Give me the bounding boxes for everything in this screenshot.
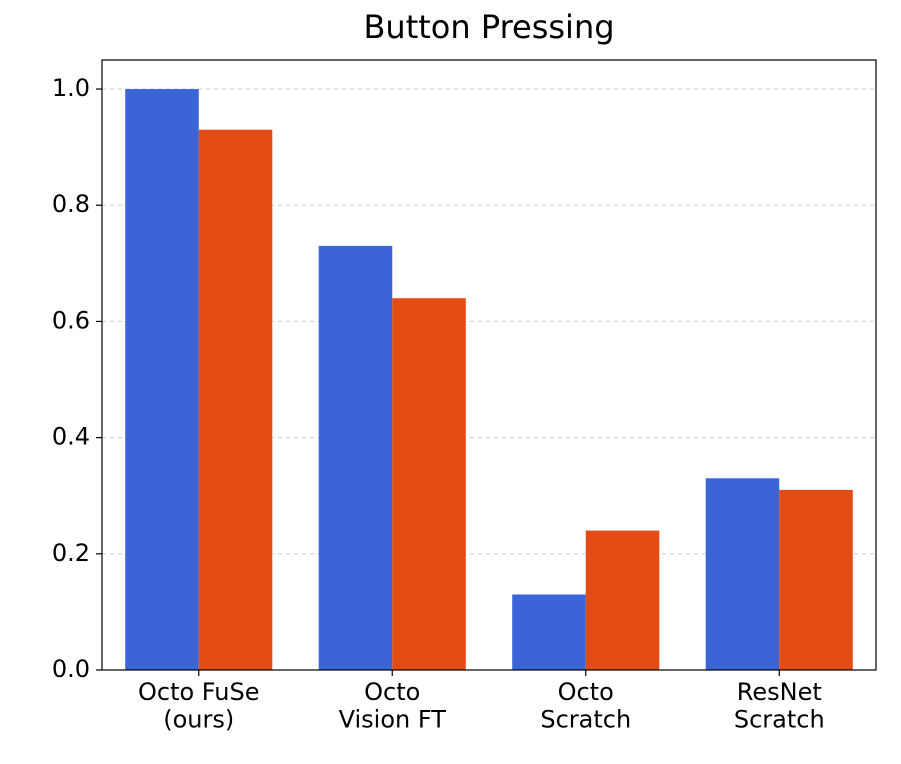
bar-chart: 0.00.20.40.60.81.0Octo FuSe(ours)OctoVis… xyxy=(0,0,901,764)
xtick-label-line: Octo xyxy=(558,678,614,706)
xtick-label-line: Scratch xyxy=(734,706,825,734)
bar-series-a xyxy=(125,89,199,670)
xtick-label-line: Octo xyxy=(364,678,420,706)
ytick-label: 0.6 xyxy=(52,306,90,334)
chart-title: Button Pressing xyxy=(363,8,614,46)
bar-series-a xyxy=(319,246,393,670)
chart-container: 0.00.20.40.60.81.0Octo FuSe(ours)OctoVis… xyxy=(0,0,901,764)
ytick-label: 0.8 xyxy=(52,190,90,218)
xtick-label-line: ResNet xyxy=(737,678,822,706)
bar-series-b xyxy=(392,298,466,670)
bar-series-b xyxy=(199,130,273,670)
bar-series-a xyxy=(512,594,586,670)
xtick-label: ResNetScratch xyxy=(734,678,825,734)
xtick-label-line: (ours) xyxy=(163,706,234,734)
xtick-label-line: Octo FuSe xyxy=(138,678,260,706)
bar-series-b xyxy=(779,490,853,670)
ytick-label: 0.4 xyxy=(52,423,90,451)
ytick-label: 1.0 xyxy=(52,74,90,102)
ytick-label: 0.0 xyxy=(52,655,90,683)
ytick-label: 0.2 xyxy=(52,539,90,567)
xtick-label-line: Vision FT xyxy=(339,706,447,734)
xtick-label-line: Scratch xyxy=(540,706,631,734)
bar-series-b xyxy=(586,531,660,670)
bar-series-a xyxy=(706,478,780,670)
